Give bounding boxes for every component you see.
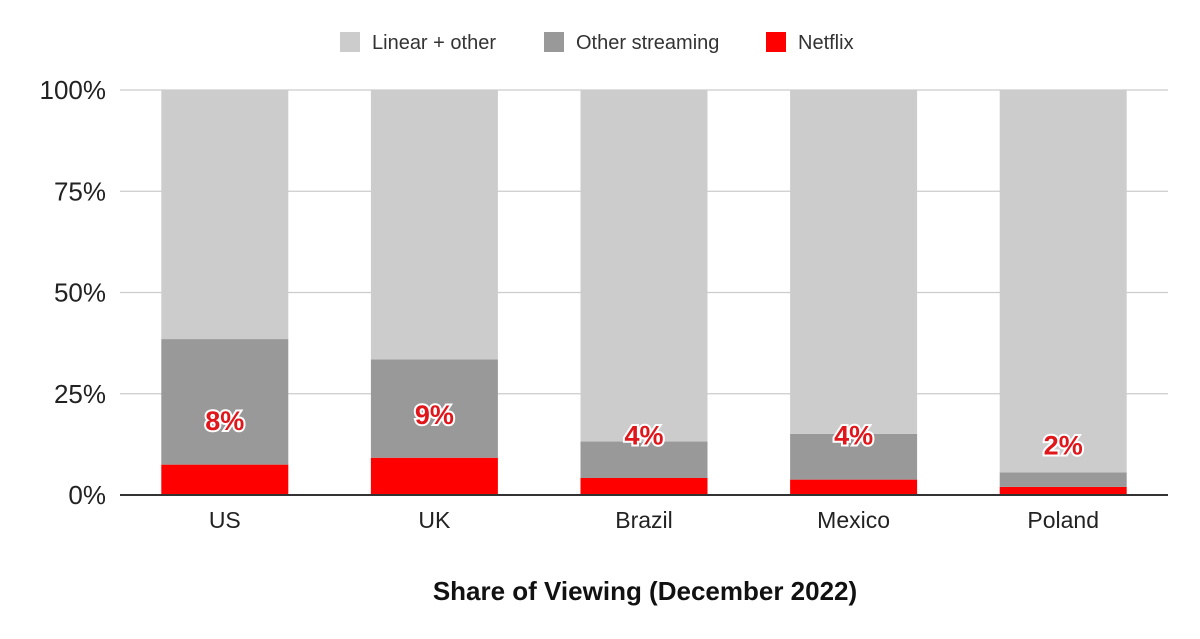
legend-label-linear-other: Linear + other [372,32,496,54]
bar-linear-other-brazil [580,90,708,442]
legend-label-netflix: Netflix [798,32,854,54]
legend: Linear + other Other streaming Netflix [340,32,854,54]
data-label-netflix-brazil: 4% [624,420,663,450]
legend-swatch-other-streaming [544,32,564,52]
y-tick-label: 75% [54,176,106,206]
bar-linear-other-uk [370,90,498,360]
bar-linear-other-poland [999,90,1127,473]
y-tick-label: 0% [68,480,106,510]
data-label-netflix-us: 8% [205,406,244,436]
bars [161,90,1127,495]
bar-linear-other-mexico [790,90,918,434]
data-label-netflix-mexico: 4% [834,420,873,450]
category-label: US [209,507,241,533]
legend-swatch-netflix [766,32,786,52]
y-axis-ticks: 0% 25% 50% 75% 100% [40,75,107,510]
bar-other-streaming-uk [370,359,498,458]
data-label-netflix-poland: 2% [1044,430,1083,460]
bar-netflix-poland [999,486,1127,495]
legend-swatch-linear-other [340,32,360,52]
bar-other-streaming-us [161,339,289,465]
y-tick-label: 50% [54,278,106,308]
x-axis-title: Share of Viewing (December 2022) [433,576,857,606]
bar-linear-other-us [161,90,289,340]
category-label: UK [418,507,451,533]
y-tick-label: 100% [40,75,107,105]
bar-netflix-mexico [790,479,918,495]
category-label: Brazil [615,507,673,533]
bar-other-streaming-mexico [790,433,918,480]
category-labels: US UK Brazil Mexico Poland [209,507,1099,533]
y-tick-label: 25% [54,379,106,409]
bar-other-streaming-brazil [580,441,708,478]
bar-netflix-brazil [580,477,708,495]
category-label: Mexico [817,507,890,533]
bar-netflix-us [161,464,289,495]
data-labels: 8% 9% 4% 4% 2% [203,398,1084,462]
bar-netflix-uk [370,457,498,495]
category-label: Poland [1027,507,1099,533]
data-label-netflix-uk: 9% [415,400,454,430]
bar-other-streaming-poland [999,472,1127,487]
legend-label-other-streaming: Other streaming [576,32,719,54]
